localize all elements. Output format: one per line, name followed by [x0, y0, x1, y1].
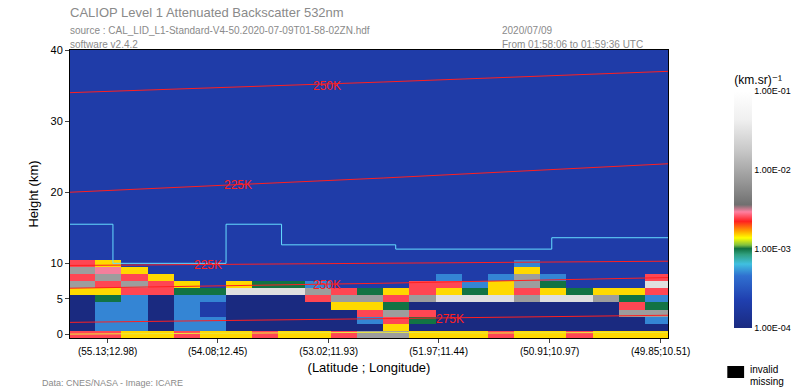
svg-text:1.00E-04: 1.00E-04	[754, 323, 791, 333]
svg-text:250K: 250K	[313, 79, 341, 93]
svg-text:(50.91;10.97): (50.91;10.97)	[520, 346, 580, 357]
svg-text:(54.08;12.45): (54.08;12.45)	[188, 346, 248, 357]
svg-text:(53.02;11.93): (53.02;11.93)	[299, 346, 358, 357]
svg-text:2020/07/09: 2020/07/09	[502, 25, 552, 36]
svg-text:275K: 275K	[436, 312, 464, 326]
svg-text:5: 5	[57, 293, 63, 305]
svg-text:invalid: invalid	[750, 364, 778, 375]
svg-text:225K: 225K	[194, 258, 222, 272]
svg-text:Height (km): Height (km)	[26, 160, 41, 227]
svg-text:Data: CNES/NASA - Image: ICARE: Data: CNES/NASA - Image: ICARE	[42, 378, 183, 388]
svg-text:40: 40	[51, 44, 63, 56]
svg-text:1.00E-01: 1.00E-01	[754, 86, 791, 96]
svg-text:software v2.4.2: software v2.4.2	[70, 39, 138, 50]
svg-text:1.00E-02: 1.00E-02	[754, 165, 791, 175]
svg-text:225K: 225K	[224, 178, 252, 192]
svg-text:missing: missing	[750, 376, 784, 387]
svg-text:250K: 250K	[313, 278, 341, 292]
svg-text:From 01:58:06 to 01:59:36 UTC: From 01:58:06 to 01:59:36 UTC	[502, 39, 643, 50]
svg-text:0: 0	[57, 328, 63, 340]
svg-text:CALIOP Level 1 Attenuated Back: CALIOP Level 1 Attenuated Backscatter 53…	[70, 5, 344, 20]
svg-text:10: 10	[51, 257, 63, 269]
svg-text:(Latitude ; Longitude): (Latitude ; Longitude)	[308, 360, 431, 375]
svg-text:30: 30	[51, 115, 63, 127]
svg-text:(49.85;10.51): (49.85;10.51)	[631, 346, 691, 357]
svg-text:(55.13;12.98): (55.13;12.98)	[78, 346, 138, 357]
svg-text:(51.97;11.44): (51.97;11.44)	[409, 346, 468, 357]
svg-text:(km.sr)⁻¹: (km.sr)⁻¹	[734, 73, 782, 87]
svg-text:20: 20	[51, 186, 63, 198]
svg-text:source : CAL_LID_L1-Standard-V: source : CAL_LID_L1-Standard-V4-50.2020-…	[70, 25, 370, 36]
svg-text:1.00E-03: 1.00E-03	[754, 244, 791, 254]
